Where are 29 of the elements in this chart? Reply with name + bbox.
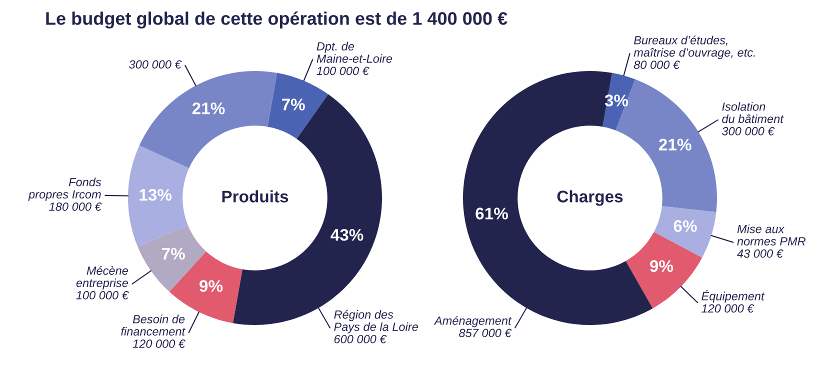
data-label: 7% [282, 98, 305, 110]
slice-label: Mécène entreprise 100 000 € [76, 266, 129, 300]
data-label: 7% [162, 248, 185, 260]
data-label: 61% [476, 208, 508, 220]
slice-label: Aménagement 857 000 € [434, 316, 512, 338]
slice-label: Fonds propres Ircom 180 000 € [28, 178, 102, 211]
donut-slice [626, 232, 702, 308]
donut-slice [139, 71, 278, 168]
data-label: 13% [140, 188, 172, 201]
text: Charges [557, 190, 623, 206]
data-label: 21% [658, 138, 692, 150]
data-label: 21% [192, 102, 225, 114]
data-label: 43% [330, 228, 364, 241]
donut-slice [602, 72, 636, 130]
text: Produits [222, 190, 288, 202]
slice-label: 300 000 € [129, 60, 182, 69]
slice-label: Besoin de financement 120 000 € [121, 314, 186, 348]
text: Le budget global de cette opération est de 1 400 000 € [46, 11, 508, 29]
data-label: 6% [674, 220, 697, 232]
data-label: 9% [200, 280, 223, 292]
slice-label: Bureaux d’études, maîtrise d’ouvrage, etc. 80 000 € [634, 36, 755, 69]
slice-label: Dpt. de Maine-et-Loire 100 000 € [316, 42, 392, 76]
slice-label: Mise aux normes PMR 43 000 € [737, 224, 806, 258]
data-label: 9% [650, 260, 674, 272]
donut-slice [654, 206, 716, 258]
donut-slice [128, 146, 190, 246]
slice-label: Équipement 120 000 € [702, 290, 765, 313]
slice-label: Isolation du bâtiment 300 000 € [722, 102, 784, 136]
slice-label: Région des Pays de la Loire 600 000 € [334, 310, 418, 344]
